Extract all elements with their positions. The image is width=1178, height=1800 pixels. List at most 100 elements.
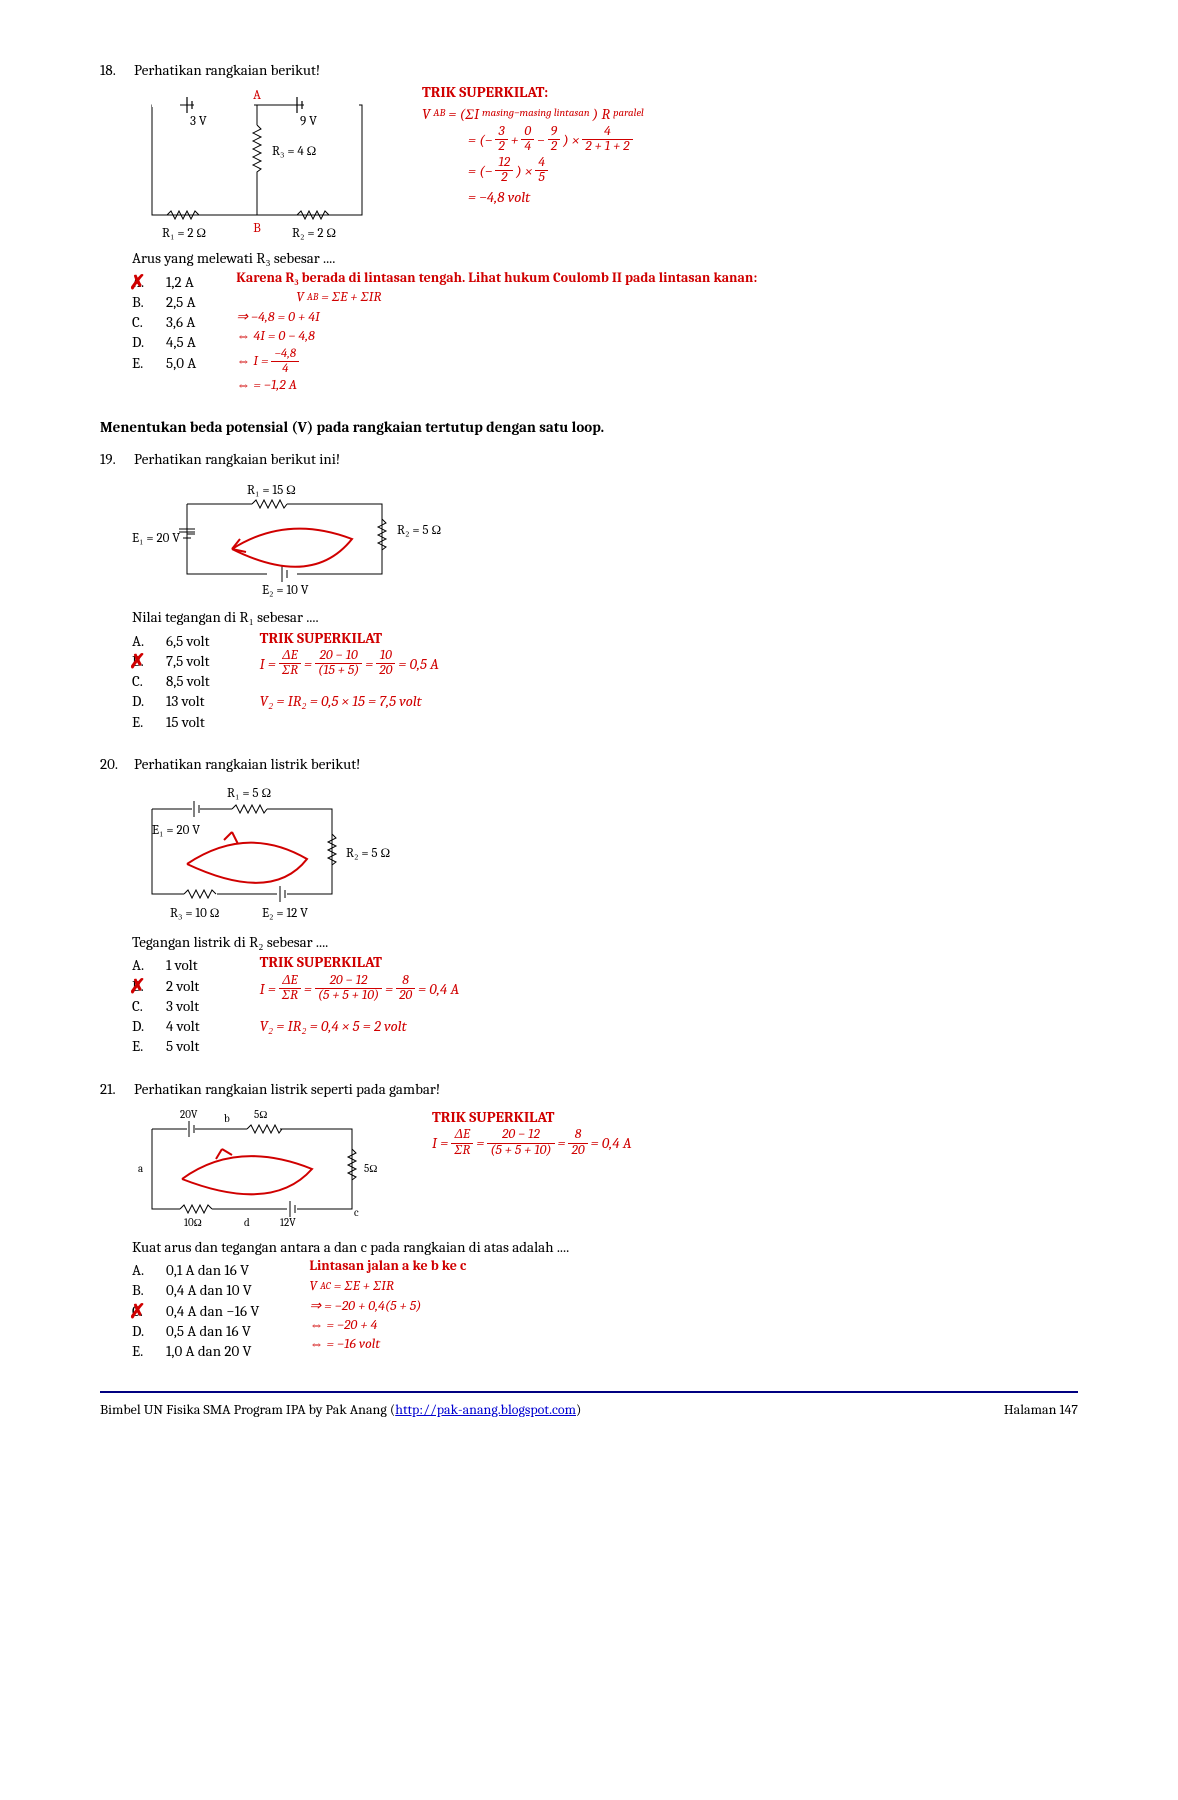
t: = — [304, 979, 312, 999]
svg-text:20V: 20V — [180, 1108, 198, 1121]
t: ) × — [563, 130, 579, 150]
t: 1,2 A — [166, 272, 194, 292]
l: C. — [132, 312, 156, 332]
t: 20 − 10 — [315, 649, 362, 664]
t: V₂ = IR₂ = 0,5 × 15 = 7,5 volt — [260, 691, 439, 711]
t: ΣR — [279, 664, 301, 678]
t: ⇒ −4,8 = 0 + 4I — [236, 308, 757, 327]
q19-options: A.6,5 volt ✗B.7,5 volt C.8,5 volt D.13 v… — [132, 631, 210, 732]
t: TRIK SUPERKILAT — [432, 1107, 632, 1127]
t: ⇒ = −20 + 0,4(5 + 5) — [309, 1297, 466, 1316]
t: 12 — [495, 156, 513, 171]
t: 20 — [376, 664, 395, 678]
t: ) × — [516, 161, 532, 181]
t: 4,5 A — [166, 332, 196, 352]
l: D. — [132, 1321, 156, 1341]
svg-text:A: A — [253, 88, 261, 103]
t: 5,0 A — [166, 353, 196, 373]
t: = — [304, 654, 312, 674]
l: D. — [132, 691, 156, 711]
q18-question: Arus yang melewati R₃ sebesar .... — [132, 248, 1078, 268]
svg-text:12V: 12V — [280, 1216, 296, 1229]
t: = ΣE + ΣIR — [334, 1277, 394, 1296]
q18-prompt: Perhatikan rangkaian berikut! — [134, 60, 320, 80]
svg-text:R₁ = 5 Ω: R₁ = 5 Ω — [227, 786, 271, 801]
t: = (− — [468, 161, 492, 181]
t: 20 − 12 — [315, 974, 382, 989]
l: C. — [132, 996, 156, 1016]
t: 1,0 A dan 20 V — [166, 1341, 251, 1361]
q21-options: A.0,1 A dan 16 V B.0,4 A dan 10 V ✗C.0,4… — [132, 1260, 259, 1361]
t: 13 volt — [166, 691, 205, 711]
q19-num: 19. — [100, 449, 128, 469]
t: 2 — [548, 140, 560, 154]
t: = 0,4 A — [418, 979, 459, 999]
svg-text:R₂ = 5 Ω: R₂ = 5 Ω — [397, 523, 441, 538]
option: C.3,6 A — [132, 312, 196, 332]
t: 15 volt — [166, 712, 205, 732]
t: masing−masing lintasan — [482, 106, 590, 121]
svg-text:c: c — [354, 1206, 359, 1219]
t: = — [365, 654, 373, 674]
footer-link[interactable]: http://pak-anang.blogspot.com — [395, 1401, 576, 1418]
t: I = — [260, 979, 276, 999]
t: 8 — [568, 1128, 587, 1143]
q18-circuit: A 3 V 9 V R₃ = 4 Ω B R₁ = 2 Ω R₂ = 2 Ω — [132, 85, 382, 245]
svg-text:R₃ = 4 Ω: R₃ = 4 Ω — [272, 144, 316, 159]
l: D. — [132, 332, 156, 352]
t: 7,5 volt — [166, 651, 209, 671]
svg-text:R₃ = 10 Ω: R₃ = 10 Ω — [170, 906, 219, 921]
question-18: 18. Perhatikan rangkaian berikut! — [100, 60, 1078, 395]
t: ΣR — [451, 1144, 473, 1158]
svg-text:3 V: 3 V — [190, 114, 207, 129]
t: = (ΣI — [448, 104, 479, 124]
option: D. 4,5 A — [132, 332, 196, 352]
l: A. — [132, 1260, 156, 1280]
t: = 0,4 A — [591, 1133, 632, 1153]
svg-text:5Ω: 5Ω — [254, 1108, 267, 1121]
svg-text:R₁ = 2 Ω: R₁ = 2 Ω — [162, 226, 206, 241]
t: − — [537, 130, 545, 150]
svg-text:E₂ = 12 V: E₂ = 12 V — [262, 906, 308, 921]
svg-text:a: a — [138, 1162, 143, 1175]
svg-text:R₁ = 15 Ω: R₁ = 15 Ω — [247, 483, 296, 498]
t: 5 — [535, 171, 548, 185]
l: E. — [132, 712, 156, 732]
t: 20 — [396, 989, 415, 1003]
t: ) R — [593, 104, 611, 124]
t: 20 − 12 — [487, 1128, 554, 1143]
t: Lintasan jalan a ke b ke c — [309, 1257, 466, 1276]
t: 3 — [495, 125, 507, 140]
t: AC — [320, 1280, 331, 1294]
t: 8,5 volt — [166, 671, 210, 691]
t: = 0,5 A — [398, 654, 438, 674]
q19-trick: TRIK SUPERKILAT I = ΔEΣR = 20 − 10(15 + … — [260, 628, 439, 732]
t: 6,5 volt — [166, 631, 209, 651]
t: 0,4 A dan −16 V — [166, 1301, 259, 1321]
t: = −4,8 volt — [468, 187, 644, 207]
t: V — [309, 1277, 317, 1296]
t: ⇔ = −1,2 A — [236, 376, 757, 395]
svg-text:E₁ = 20 V: E₁ = 20 V — [132, 531, 180, 546]
t: paralel — [613, 106, 644, 121]
l: C. — [132, 671, 156, 691]
footer-text: Bimbel UN Fisika SMA Program IPA by Pak … — [100, 1401, 395, 1418]
t: 4 — [521, 140, 534, 154]
footer-text: ) — [576, 1401, 581, 1418]
t: 5 volt — [166, 1036, 199, 1056]
question-21: 21. Perhatikan rangkaian listrik seperti… — [100, 1079, 1078, 1362]
svg-text:R₂ = 5 Ω: R₂ = 5 Ω — [346, 846, 390, 861]
option: B.2,5 A — [132, 292, 196, 312]
t: = ΣE + ΣIR — [321, 288, 381, 307]
svg-text:R₂ = 2 Ω: R₂ = 2 Ω — [292, 226, 336, 241]
svg-text:E₁ = 20 V: E₁ = 20 V — [152, 823, 200, 838]
t: AB — [433, 106, 445, 121]
q18-work: Karena R₃ berada di lintasan tengah. Lih… — [236, 269, 757, 395]
option: ✗A.1,2 A — [132, 272, 196, 292]
q21-question: Kuat arus dan tegangan antara a dan c pa… — [132, 1237, 1078, 1257]
t: 20 — [568, 1144, 587, 1158]
t: (5 + 5 + 10) — [315, 989, 382, 1003]
t: ⇔ 4I = 0 − 4,8 — [236, 327, 757, 346]
t: Karena R₃ berada di lintasan tengah. Lih… — [236, 269, 757, 288]
svg-text:9 V: 9 V — [300, 114, 317, 129]
